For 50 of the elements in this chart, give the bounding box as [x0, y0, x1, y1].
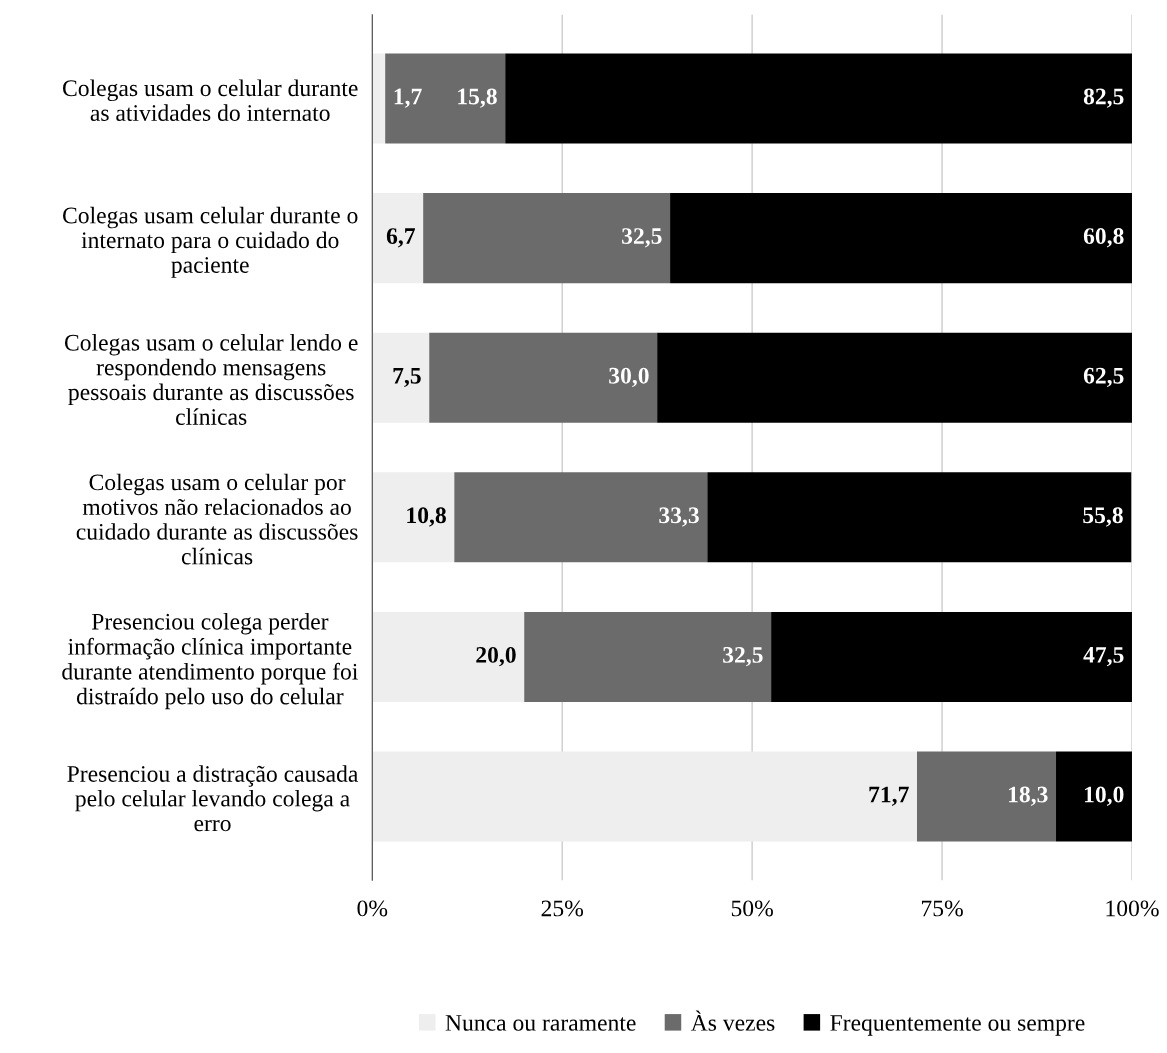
data-label: 47,5	[1083, 647, 1124, 667]
data-label: 55,8	[1083, 507, 1123, 527]
data-label: 33,3	[659, 507, 699, 527]
data-label: 82,5	[1083, 88, 1124, 108]
bar	[524, 611, 772, 702]
data-label: 30,0	[609, 367, 649, 388]
x-tick-label: 75%	[921, 900, 963, 917]
bar	[707, 472, 1132, 563]
data-label: 18,3	[1008, 786, 1048, 806]
y-tick-label: Presenciou a distração causada pelo celular levando colega a erro	[67, 765, 359, 832]
data-label: 32,5	[622, 228, 662, 248]
bar	[771, 611, 1132, 702]
bar	[916, 751, 1057, 842]
legend-label: Nunca ou raramente	[445, 1015, 636, 1031]
y-tick-label: Colegas usam o celular por motivos não relacionados ao cuidado durante as discussões clínicas	[76, 473, 358, 565]
x-tick-label: 50%	[731, 900, 773, 917]
y-tick-label: Colegas usam o celular durante as atividades do internato	[62, 79, 358, 121]
y-tick-label: Presenciou colega perder informação clínica importante durante atendimento porque foi distraído pelo uso do celular	[62, 613, 358, 710]
bar	[372, 611, 525, 702]
bar	[1056, 751, 1132, 842]
bar	[372, 472, 455, 563]
data-label: 71,7	[869, 786, 909, 806]
bar	[372, 751, 917, 842]
bar	[372, 193, 424, 284]
data-label: 15,8	[458, 88, 497, 108]
x-tick-label: 25%	[541, 900, 584, 917]
bar	[372, 332, 430, 423]
legend-label: Frequentemente ou sempre	[830, 1015, 1085, 1036]
bar	[657, 332, 1132, 423]
legend-label: Às vezes	[690, 1010, 775, 1031]
bar	[454, 472, 708, 563]
data-label: 62,5	[1083, 367, 1124, 388]
data-label: 6,7	[386, 228, 415, 248]
data-label: 7,5	[393, 367, 421, 388]
bar	[423, 193, 671, 284]
data-label: 60,8	[1083, 228, 1124, 248]
x-tick-label: 100%	[1106, 900, 1159, 917]
data-label: 20,0	[476, 646, 516, 667]
data-label: 1,7	[394, 88, 422, 108]
data-label: 10,0	[1084, 786, 1124, 806]
y-tick-label: Colegas usam celular durante o internato para o cuidado do paciente	[62, 206, 358, 278]
data-label: 10,8	[407, 507, 446, 527]
x-tick-label: 0%	[357, 900, 388, 917]
bar	[429, 332, 658, 423]
bar	[372, 53, 386, 144]
bar	[670, 193, 1132, 284]
data-label: 32,5	[723, 646, 763, 667]
y-tick-label: Colegas usam o celular lendo e respondendo mensagens pessoais durante as discussões clínicas	[64, 334, 358, 425]
bar	[505, 53, 1132, 144]
bar	[385, 53, 506, 144]
